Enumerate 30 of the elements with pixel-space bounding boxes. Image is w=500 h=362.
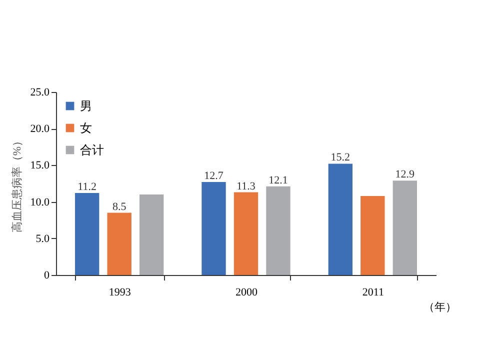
y-axis-title: 高血压患病率（%） [10,135,24,233]
y-tick-label: 0 [44,270,50,282]
bar [202,182,226,275]
bar [328,164,353,275]
bar [360,196,385,275]
bar [234,192,258,275]
x-tick-label: 2000 [236,286,258,298]
data-label: 12.1 [268,174,288,186]
x-tick-label: 1993 [108,286,132,298]
y-tick-label: 25.0 [30,86,50,98]
data-label: 8.5 [112,200,127,213]
data-label: 12.7 [204,170,224,182]
x-tick-label: 2011 [362,286,384,298]
legend-label: 合计 [80,143,104,157]
bar [139,194,164,275]
bar [266,186,290,275]
legend-label: 女 [80,121,92,135]
x-axis-title: （年） [424,302,456,314]
bar [75,193,100,275]
y-tick-label: 10.0 [30,196,50,208]
bar [392,180,417,275]
y-tick-label: 15.0 [30,160,50,172]
data-label: 11.3 [236,180,256,192]
data-label: 12.9 [395,168,416,181]
legend-label: 男 [80,99,92,113]
data-label: 15.2 [330,152,350,164]
y-tick-label: 5.0 [36,232,50,245]
y-tick-label: 20.0 [30,123,50,136]
bar [107,212,132,275]
data-label: 11.2 [78,181,97,194]
